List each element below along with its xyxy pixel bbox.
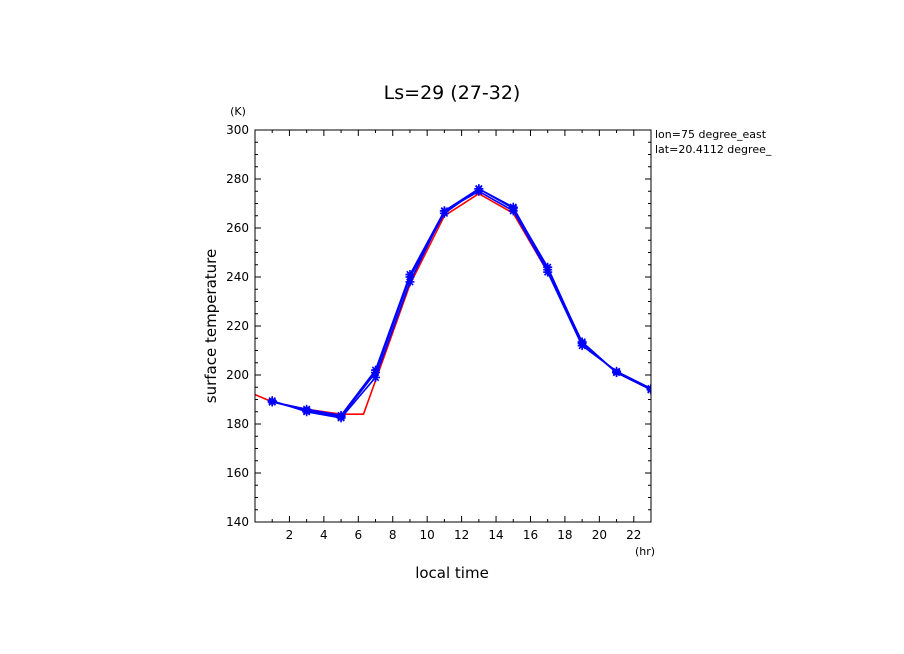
data-point-marker (302, 404, 312, 414)
y-tick-label: 260 (226, 221, 249, 235)
x-tick-label: 22 (626, 528, 641, 542)
series-line-2 (272, 188, 651, 418)
data-point-marker (267, 397, 277, 407)
x-tick-label: 16 (523, 528, 538, 542)
x-tick-label: 4 (320, 528, 328, 542)
x-tick-label: 20 (592, 528, 607, 542)
x-tick-label: 10 (420, 528, 435, 542)
x-tick-label: 14 (488, 528, 503, 542)
chart-title: Ls=29 (27-32) (384, 82, 521, 104)
x-tick-label: 6 (354, 528, 362, 542)
y-axis-label: surface temperature (202, 249, 220, 404)
x-unit-label: (hr) (635, 545, 655, 558)
series-line-3 (271, 190, 651, 419)
data-point-marker (577, 337, 587, 347)
x-tick-label: 8 (389, 528, 397, 542)
data-point-marker (405, 270, 415, 280)
y-tick-label: 140 (226, 515, 249, 529)
y-tick-label: 300 (226, 123, 249, 137)
x-tick-label: 2 (286, 528, 294, 542)
y-tick-label: 200 (226, 368, 249, 382)
series-line-1 (255, 192, 651, 416)
x-tick-label: 18 (557, 528, 572, 542)
data-point-marker (612, 368, 622, 378)
data-point-marker (543, 265, 553, 275)
series-line-4 (272, 188, 651, 417)
y-tick-label: 280 (226, 172, 249, 186)
data-point-marker (439, 206, 449, 216)
data-point-marker (508, 202, 518, 212)
y-tick-label: 160 (226, 466, 249, 480)
plot-frame (254, 129, 652, 523)
x-axis-label: local time (415, 564, 489, 582)
y-tick-label: 240 (226, 270, 249, 284)
y-tick-label: 220 (226, 319, 249, 333)
annotation-lat: lat=20.4112 degree_ (655, 143, 772, 156)
y-unit-label: (K) (230, 105, 246, 118)
x-tick-label: 12 (454, 528, 469, 542)
data-point-marker (371, 365, 381, 375)
data-point-marker (646, 385, 651, 395)
annotation-lon: lon=75 degree_east (655, 128, 767, 141)
data-point-marker (336, 410, 346, 420)
y-tick-label: 180 (226, 417, 249, 431)
data-point-marker (474, 184, 484, 194)
